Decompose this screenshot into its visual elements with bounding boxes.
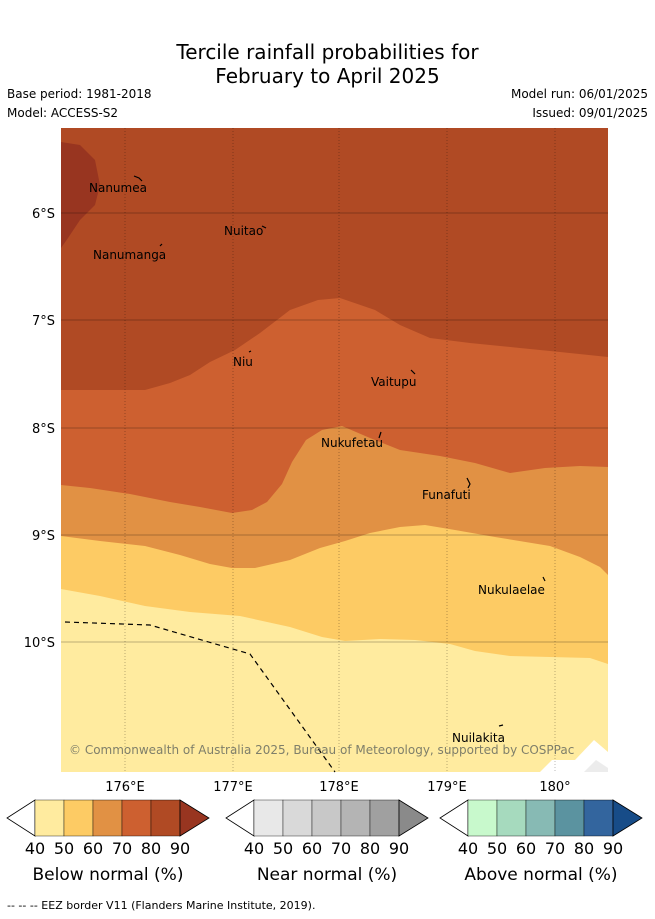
legend-title: Below normal (%) (33, 865, 184, 885)
island-mark-vaitupu (410, 369, 416, 375)
lon-label: 177°E (213, 780, 253, 795)
legend-tick: 60 (83, 839, 103, 858)
legend-swatch (253, 799, 284, 837)
legend-tick: 60 (302, 839, 322, 858)
legend-swatch (121, 799, 152, 837)
island-label-niu: Niu (233, 355, 253, 369)
legend-swatch (554, 799, 585, 837)
lat-label: 10°S (24, 636, 55, 651)
region-40-50 (61, 589, 608, 772)
island-label-nanumea: Nanumea (89, 181, 147, 195)
map-area (61, 128, 608, 772)
legend-tick: 40 (244, 839, 264, 858)
chart-title: Tercile rainfall probabilities for Febru… (0, 40, 655, 88)
legend-tick: 70 (331, 839, 351, 858)
white-patch (540, 740, 608, 772)
island-marks (133, 175, 546, 727)
island-mark-nuitao (261, 225, 267, 229)
lon-label: 176°E (105, 780, 145, 795)
lat-label: 9°S (32, 529, 55, 544)
graticule (61, 128, 608, 772)
legend-tick: 50 (273, 839, 293, 858)
island-label-funafuti: Funafuti (422, 488, 471, 502)
legend-tick: 60 (516, 839, 536, 858)
legend-swatch (63, 799, 94, 837)
island-mark-nanumanga (159, 243, 163, 247)
legend-tick: 90 (170, 839, 190, 858)
legend-above-normal: 40 50 60 70 80 90 Above normal (%) (439, 799, 643, 885)
legend-swatch (34, 799, 65, 837)
legend-swatch (496, 799, 527, 837)
legend-under-arrow (225, 799, 255, 837)
legend-swatch (369, 799, 400, 837)
island-label-nukufetau: Nukufetau (321, 436, 383, 450)
legend-title: Near normal (%) (257, 865, 397, 885)
island-mark-niu (248, 350, 252, 353)
lon-label: 179°E (427, 780, 467, 795)
island-mark-funafuti (466, 477, 471, 489)
legend-swatch (92, 799, 123, 837)
grey-patch (584, 760, 608, 772)
legend-tick: 70 (545, 839, 565, 858)
legend-swatch (525, 799, 556, 837)
legend-tick: 40 (458, 839, 478, 858)
legend-swatch (583, 799, 614, 837)
legend-under-arrow (439, 799, 469, 837)
lon-label: 178°E (319, 780, 359, 795)
title-line-2: February to April 2025 (215, 64, 440, 88)
island-mark-nukulaelae (542, 576, 546, 582)
lat-label: 6°S (32, 207, 55, 222)
legend-swatch (311, 799, 342, 837)
eez-border-line (64, 621, 336, 773)
legend-tick: 40 (25, 839, 45, 858)
eez-footnote: -- -- -- EEZ border V11 (Flanders Marine… (7, 899, 316, 912)
legend-over-arrow (179, 799, 210, 837)
island-label-nanumanga: Nanumanga (93, 248, 166, 262)
legend-tick: 50 (487, 839, 507, 858)
copyright-text: © Commonwealth of Australia 2025, Bureau… (69, 743, 574, 757)
lat-label: 8°S (32, 422, 55, 437)
legend-tick: 80 (141, 839, 161, 858)
base-period-label: Base period: 1981-2018 (7, 87, 152, 101)
lat-label: 7°S (32, 314, 55, 329)
legend-swatch (282, 799, 313, 837)
legend-title: Above normal (%) (464, 865, 617, 885)
legend-over-arrow (398, 799, 429, 837)
island-mark-nukufetau (378, 431, 382, 439)
legend-tick: 80 (574, 839, 594, 858)
island-label-nuitao: Nuitao (224, 224, 263, 238)
legend-tick: 70 (112, 839, 132, 858)
legend-swatch (340, 799, 371, 837)
legend-swatch (467, 799, 498, 837)
island-label-vaitupu: Vaitupu (371, 375, 417, 389)
issued-label: Issued: 09/01/2025 (532, 106, 648, 120)
lon-label: 180° (539, 780, 570, 795)
island-mark-nanumea (133, 175, 143, 182)
model-label: Model: ACCESS-S2 (7, 106, 119, 120)
legend-swatch (150, 799, 181, 837)
legend-tick: 90 (389, 839, 409, 858)
title-line-1: Tercile rainfall probabilities for (176, 40, 479, 64)
legend-tick: 80 (360, 839, 380, 858)
island-mark-nuilakita (498, 724, 504, 727)
model-run-label: Model run: 06/01/2025 (510, 87, 648, 101)
island-label-nuilakita: Nuilakita (452, 731, 505, 745)
legend-tick: 50 (54, 839, 74, 858)
legend-under-arrow (6, 799, 36, 837)
region-over-90 (61, 142, 100, 248)
legend-tick: 90 (603, 839, 623, 858)
island-label-nukulaelae: Nukulaelae (478, 583, 545, 597)
legend-below-normal: 40 50 60 70 80 90 Below normal (%) (6, 799, 210, 885)
legend-near-normal: 40 50 60 70 80 90 Near normal (%) (225, 799, 429, 885)
legend-over-arrow (612, 799, 643, 837)
